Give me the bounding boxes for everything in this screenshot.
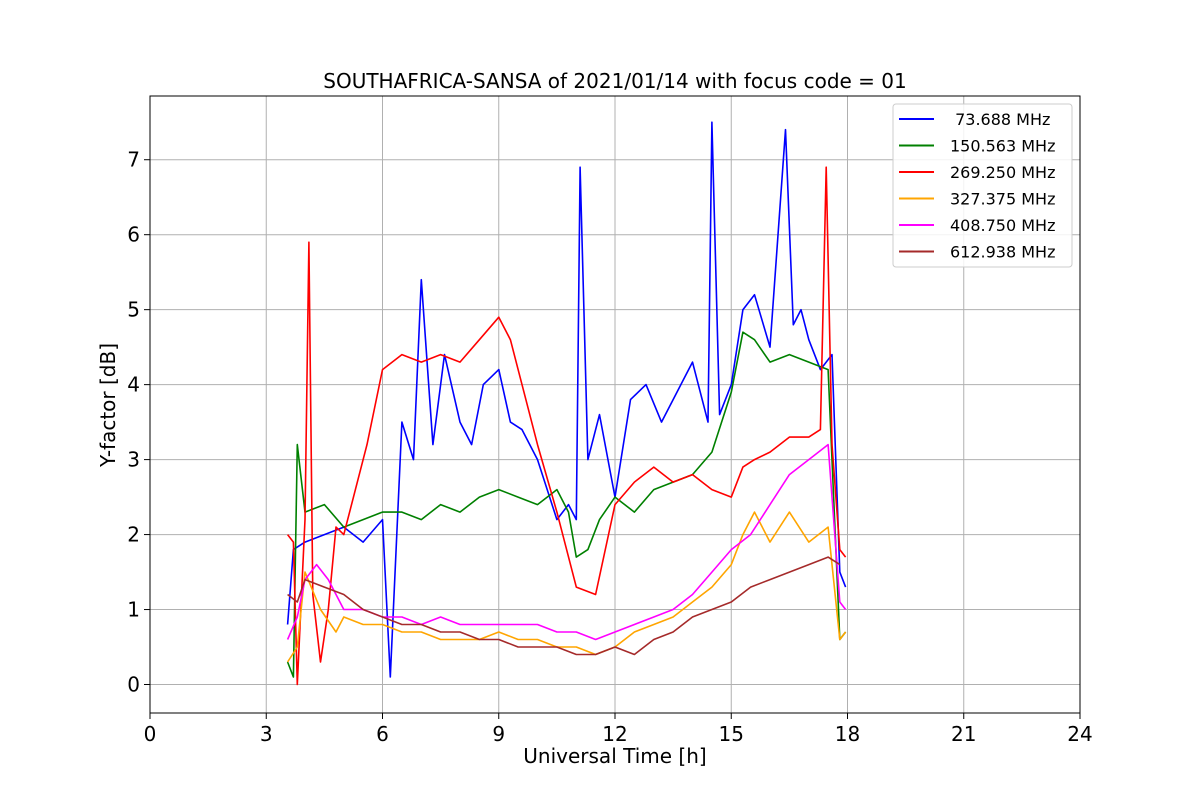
legend-label-2: 269.250 MHz xyxy=(950,163,1055,182)
legend-box xyxy=(892,103,1073,268)
y-axis-title: Y-factor [dB] xyxy=(96,343,120,468)
series-line-5 xyxy=(287,556,841,656)
legend: 73.688 MHz 150.563 MHz 269.250 MHz 327.375 … xyxy=(892,103,1073,268)
x-tick-label: 6 xyxy=(376,722,389,746)
y-tick-label: 5 xyxy=(127,298,140,322)
y-tick-label: 2 xyxy=(127,523,140,547)
series-line-4 xyxy=(286,443,847,641)
x-tick-label: 9 xyxy=(492,722,505,746)
y-tick-label: 1 xyxy=(127,598,140,622)
y-tick-label: 3 xyxy=(127,448,140,472)
y-tick-label: 7 xyxy=(127,148,140,172)
series-group xyxy=(286,121,847,686)
x-tick-label: 15 xyxy=(719,722,744,746)
x-tick-label: 0 xyxy=(144,722,157,746)
series-line-1 xyxy=(286,331,847,678)
series-line-3 xyxy=(286,511,847,663)
legend-label-1: 150.563 MHz xyxy=(950,137,1055,156)
x-tick-label: 18 xyxy=(835,722,860,746)
y-tick-label: 6 xyxy=(127,223,140,247)
series-line-2 xyxy=(286,166,847,686)
x-tick-label: 21 xyxy=(951,722,976,746)
y-tick-label: 0 xyxy=(127,673,140,697)
x-tick-label: 12 xyxy=(602,722,627,746)
x-axis-title: Universal Time [h] xyxy=(523,744,706,768)
legend-label-5: 612.938 MHz xyxy=(950,243,1055,262)
x-tick-label: 3 xyxy=(260,722,273,746)
legend-label-0: 73.688 MHz xyxy=(950,110,1050,129)
y-tick-label: 4 xyxy=(127,373,140,397)
legend-label-3: 327.375 MHz xyxy=(950,190,1055,209)
x-tick-label: 24 xyxy=(1067,722,1092,746)
chart-title: SOUTHAFRICA-SANSA of 2021/01/14 with foc… xyxy=(323,69,907,93)
series-line-0 xyxy=(286,121,847,678)
legend-label-4: 408.750 MHz xyxy=(950,216,1055,235)
